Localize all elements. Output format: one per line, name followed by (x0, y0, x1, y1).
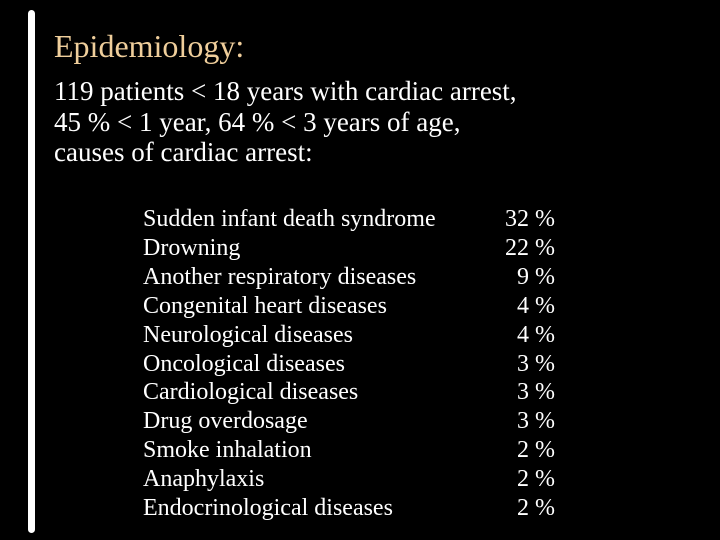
cause-value: 3 % (517, 350, 555, 377)
cause-row: Endocrinological diseases 2 % (143, 494, 555, 523)
cause-row: Neurological diseases 4 % (143, 321, 555, 350)
cause-label: Neurological diseases (143, 321, 353, 348)
cause-label: Smoke inhalation (143, 437, 312, 464)
cause-label: Another respiratory diseases (143, 263, 417, 290)
cause-label: Drug overdosage (143, 408, 308, 435)
cause-label: Sudden infant death syndrome (143, 206, 436, 232)
cause-row: Congenital heart diseases 4 % (143, 292, 555, 321)
cause-label: Cardiological diseases (143, 379, 359, 406)
cause-value: 3 % (517, 408, 555, 435)
cause-label: Oncological diseases (143, 350, 345, 377)
cause-row: Drowning 22 % (143, 234, 555, 263)
cause-value: 2 % (517, 437, 555, 464)
cause-row: Smoke inhalation 2 % (143, 436, 555, 465)
cause-row: Another respiratory diseases 9 % (143, 263, 555, 292)
cause-value: 9 % (517, 263, 555, 290)
cause-value: 3 % (517, 379, 555, 406)
cause-row: Cardiological diseases 3 % (143, 378, 555, 407)
cause-value: 4 % (517, 321, 555, 348)
intro-paragraph: 119 patients < 18 years with cardiac arr… (54, 76, 517, 168)
left-scrollbar-thumb[interactable] (28, 10, 35, 533)
cause-list: Sudden infant death syndrome 32 % Drowning… (143, 205, 555, 523)
slide-title: Epidemiology: (54, 28, 245, 64)
cause-label: Endocrinological diseases (143, 495, 393, 522)
cause-value: 2 % (517, 495, 555, 522)
cause-value: 4 % (517, 292, 555, 319)
intro-line: 119 patients < 18 years with cardiac arr… (54, 76, 517, 106)
cause-value: 32 % (505, 206, 555, 232)
cause-label: Congenital heart diseases (143, 292, 387, 319)
cause-label: Drowning (143, 234, 241, 261)
cause-row: Drug overdosage 3 % (143, 407, 555, 436)
cause-row: Anaphylaxis 2 % (143, 465, 555, 494)
cause-value: 2 % (517, 466, 555, 493)
intro-line: 45 % < 1 year, 64 % < 3 years of age, (54, 106, 461, 137)
cause-row: Oncological diseases 3 % (143, 350, 555, 379)
cause-value: 22 % (505, 234, 555, 261)
intro-line: causes of cardiac arrest: (54, 137, 313, 167)
cause-row: Sudden infant death syndrome 32 % (143, 205, 555, 234)
cause-label: Anaphylaxis (143, 466, 265, 493)
